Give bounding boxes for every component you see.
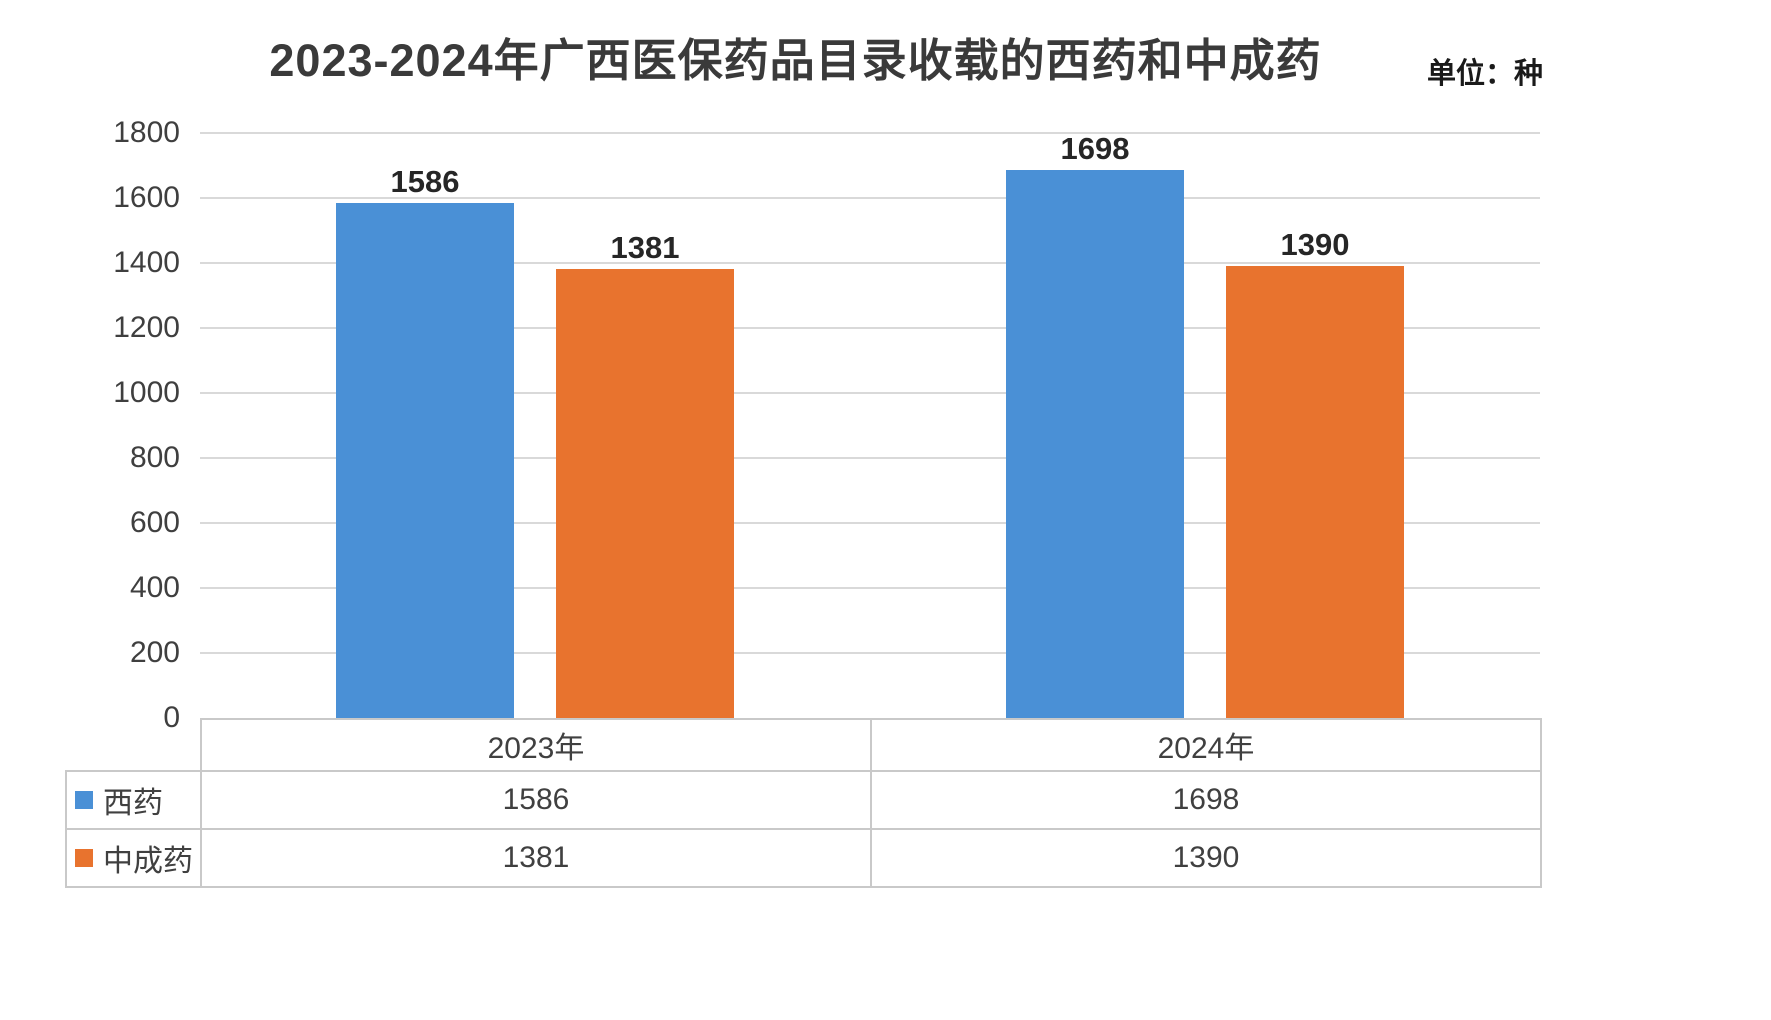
series-legend: 中成药 xyxy=(67,836,200,880)
bar-value-label: 1586 xyxy=(390,163,460,199)
unit-label: 单位：种 xyxy=(1426,58,1543,90)
table-row-categories: 2023年 2024年 xyxy=(66,718,1542,772)
chart-title: 2023-2024年广西医保药品目录收载的西药和中成药 xyxy=(269,35,1322,86)
y-axis: 0 200 400 600 800 1000 1200 1400 1600 1800 xyxy=(80,118,190,733)
y-tick-label: 1000 xyxy=(113,376,180,409)
y-tick-label: 1200 xyxy=(113,311,180,344)
y-tick-label: 200 xyxy=(129,636,180,670)
category-cell-2024: 2024年 xyxy=(870,718,1542,772)
bar xyxy=(1226,266,1404,718)
gridline xyxy=(200,262,1540,264)
bar xyxy=(556,269,734,718)
bar-item: 1586 xyxy=(336,133,514,718)
gridline xyxy=(200,652,1540,655)
value-cell: 1381 xyxy=(200,828,872,888)
plot-area: 1586 1381 1698 1390 xyxy=(200,132,1540,718)
bar-item: 1381 xyxy=(556,133,734,718)
category-cell-2023: 2023年 xyxy=(200,718,872,772)
y-tick-label: 1400 xyxy=(113,246,180,279)
table-corner-cell xyxy=(66,719,201,771)
legend-swatch-orange xyxy=(75,849,93,867)
gridline xyxy=(200,327,1540,330)
series-name-label: 中成药 xyxy=(103,845,193,878)
y-tick-label: 0 xyxy=(163,701,180,734)
y-tick-label: 1800 xyxy=(113,116,180,149)
gridline xyxy=(200,392,1540,394)
legend-swatch-blue xyxy=(75,791,93,809)
y-tick-label: 1600 xyxy=(113,181,180,215)
chart-area: 0 200 400 600 800 1000 1200 1400 1600 1800 1586 13… xyxy=(0,118,1540,733)
bar-group: 1698 1390 xyxy=(870,133,1540,718)
bar-item: 1698 xyxy=(1006,133,1184,718)
data-table: 2023年 2024年 西药 1586 1698 中成药 1381 1390 xyxy=(65,718,1542,888)
bar-value-label: 1381 xyxy=(610,230,680,266)
gridline xyxy=(200,522,1540,525)
table-row-series-2: 中成药 1381 1390 xyxy=(65,828,1542,888)
y-tick-label: 600 xyxy=(129,506,180,539)
series-name-cell: 西药 xyxy=(65,770,202,830)
series-name-label: 西药 xyxy=(103,787,163,820)
bar-value-label: 1390 xyxy=(1280,227,1350,263)
bar xyxy=(336,202,514,718)
gridline xyxy=(200,197,1540,200)
series-name-cell: 中成药 xyxy=(65,828,202,888)
gridline xyxy=(200,457,1540,460)
bar-value-label: 1698 xyxy=(1060,131,1130,166)
gridline xyxy=(200,587,1540,590)
series-legend: 西药 xyxy=(67,778,200,822)
y-tick-label: 400 xyxy=(129,571,180,605)
gridline xyxy=(200,132,1540,134)
value-cell: 1586 xyxy=(200,770,872,830)
bar-group: 1586 1381 xyxy=(200,133,870,718)
value-cell: 1698 xyxy=(870,770,1542,830)
bar-item: 1390 xyxy=(1226,133,1404,718)
y-tick-label: 800 xyxy=(129,441,180,475)
value-cell: 1390 xyxy=(870,828,1542,888)
table-row-series-1: 西药 1586 1698 xyxy=(65,770,1542,830)
bar xyxy=(1006,170,1184,718)
